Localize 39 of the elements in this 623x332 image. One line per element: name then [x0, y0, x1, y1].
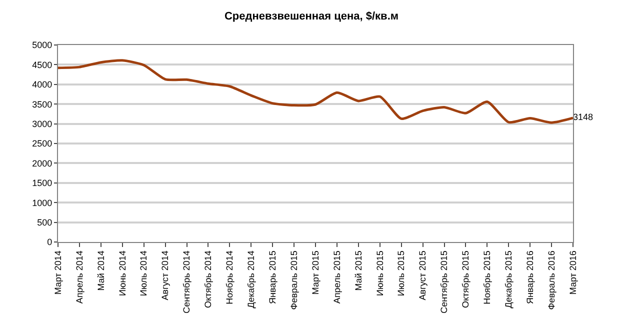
x-tick-label: Май 2014: [96, 250, 106, 291]
x-tick-label: Январь 2016: [525, 250, 536, 304]
x-tick-label: Ноябрь 2014: [224, 250, 235, 304]
x-tick-label: Октябрь 2014: [203, 250, 214, 308]
line-series: [58, 59, 573, 124]
x-tick-label: Март 2014: [52, 250, 63, 295]
x-tick-label: Декабрь 2014: [246, 250, 256, 308]
x-tick-label: Июнь 2014: [117, 250, 128, 296]
y-tick-label: 2000: [32, 158, 52, 168]
x-tick-label: Сентябрь 2015: [439, 250, 450, 314]
x-tick-label: Октябрь 2015: [460, 250, 471, 308]
data-label: 3148: [573, 112, 594, 122]
x-tick-label: Июль 2014: [138, 250, 149, 296]
x-tick-label: Ноябрь 2015: [482, 250, 492, 304]
x-tick-label: Декабрь 2015: [504, 250, 514, 308]
x-tick-label: Февраль 2015: [288, 250, 299, 310]
x-tick-label: Январь 2015: [268, 250, 278, 304]
x-tick-label: Июнь 2015: [374, 250, 385, 296]
y-tick-label: 1500: [32, 178, 52, 188]
x-tick-label: Апрель 2015: [332, 250, 342, 304]
y-tick-label: 4500: [32, 60, 52, 70]
x-tick-label: Август 2015: [418, 250, 428, 300]
x-tick-label: Март 2016: [568, 250, 578, 295]
x-tick-label: Апрель 2014: [74, 250, 84, 304]
x-tick-label: Сентябрь 2014: [182, 250, 192, 314]
x-tick-label: Март 2015: [310, 250, 320, 295]
y-tick-label: 0: [47, 237, 52, 248]
y-tick-label: 4000: [32, 80, 52, 90]
x-tick-label: Февраль 2016: [546, 250, 556, 310]
y-tick-label: 5000: [32, 40, 52, 50]
chart-title: Средневзвешенная цена, $/кв.м: [224, 10, 399, 22]
x-tick-label: Август 2014: [160, 250, 170, 300]
y-tick-label: 3500: [32, 99, 52, 110]
y-tick-label: 500: [37, 217, 52, 228]
x-tick-label: Май 2015: [353, 250, 364, 291]
y-tick-label: 2500: [32, 138, 52, 149]
y-tick-label: 3000: [32, 118, 52, 129]
y-tick-label: 1000: [32, 198, 52, 208]
x-tick-label: Июль 2015: [396, 250, 406, 296]
